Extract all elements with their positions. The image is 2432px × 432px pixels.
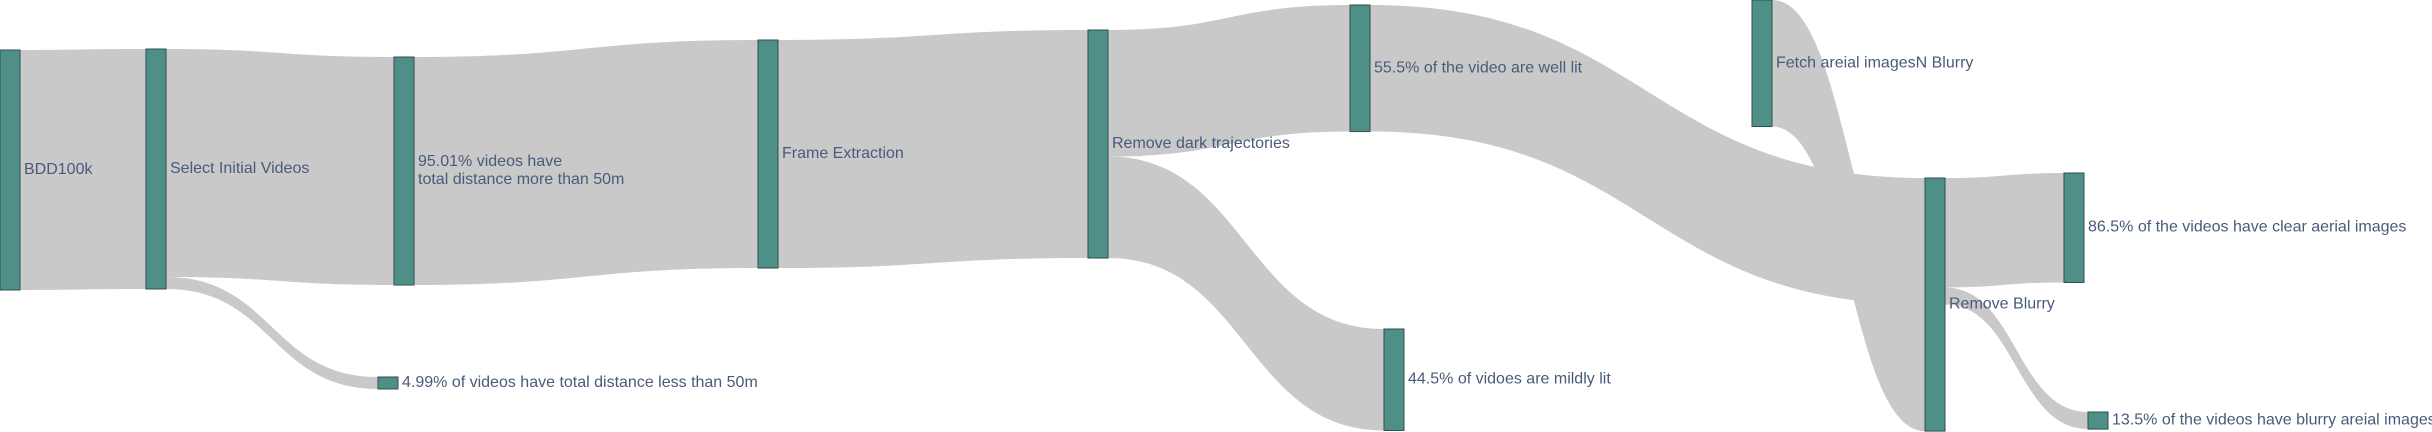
node-label-dist_more: 95.01% videos have total distance more th… bbox=[418, 153, 624, 188]
node-label-blurry: Remove Blurry bbox=[1949, 296, 2055, 313]
sankey-labels: BDD100k Select Initial Videos 95.01% video… bbox=[24, 54, 2432, 428]
flow-link-well_lit-to-blurry bbox=[1370, 5, 1925, 305]
sankey-links bbox=[20, 0, 2088, 432]
node-frame bbox=[757, 39, 779, 269]
flow-link-blurry-to-clear bbox=[1945, 173, 2064, 288]
node-well_lit bbox=[1349, 4, 1371, 133]
flow-link-frame-to-dark bbox=[778, 30, 1088, 269]
flow-link-fetch-to-blurry bbox=[1772, 0, 1925, 432]
node-mild bbox=[1383, 328, 1405, 431]
node-fetch bbox=[1751, 0, 1773, 128]
node-label-blur_imgs: 13.5% of the videos have blurry areial i… bbox=[2112, 412, 2432, 429]
node-label-mild: 44.5% of vidoes are mildly lit bbox=[1408, 371, 1611, 388]
node-clear bbox=[2063, 172, 2085, 283]
node-blur_imgs bbox=[2087, 411, 2109, 430]
node-bdd bbox=[0, 49, 21, 291]
node-label-dist_less: 4.99% of videos have total distance less… bbox=[402, 374, 758, 391]
node-dist_less bbox=[377, 376, 399, 390]
node-label-frame: Frame Extraction bbox=[782, 145, 904, 162]
flow-link-dark-to-well_lit bbox=[1108, 5, 1350, 157]
node-label-well_lit: 55.5% of the video are well lit bbox=[1374, 59, 1583, 76]
node-dark bbox=[1087, 29, 1109, 259]
node-label-clear: 86.5% of the videos have clear aerial im… bbox=[2088, 219, 2406, 236]
flow-link-dist_more-to-frame bbox=[414, 40, 758, 286]
node-label-fetch: Fetch areial imagesN Blurry bbox=[1776, 54, 1973, 71]
node-dist_more bbox=[393, 56, 415, 286]
flow-link-dark-to-mild bbox=[1108, 156, 1384, 431]
sankey-nodes bbox=[0, 0, 2109, 432]
flow-link-bdd-to-select bbox=[20, 49, 146, 290]
node-label-dark: Remove dark trajectories bbox=[1112, 135, 1290, 152]
node-blurry bbox=[1924, 177, 1946, 432]
node-select bbox=[145, 48, 167, 290]
flow-link-blurry-to-blur_imgs bbox=[1945, 287, 2088, 430]
flow-link-select-to-dist_less bbox=[166, 277, 378, 389]
flow-link-select-to-dist_more bbox=[166, 49, 394, 286]
node-label-select: Select Initial Videos bbox=[170, 160, 309, 177]
node-label-bdd: BDD100k bbox=[24, 161, 93, 178]
